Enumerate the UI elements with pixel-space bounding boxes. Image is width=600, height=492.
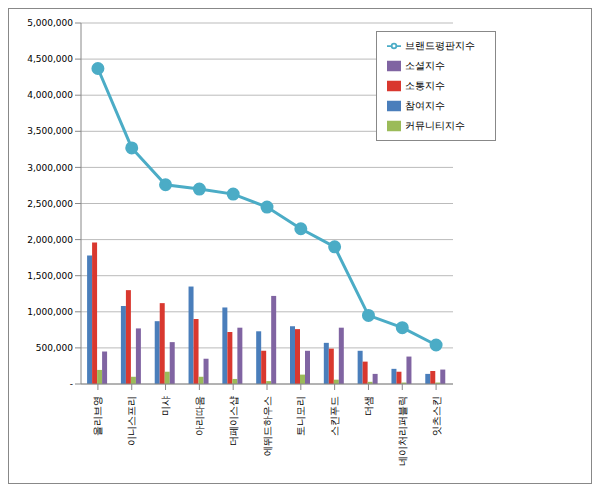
svg-text:토니모리: 토니모리 [295, 396, 306, 436]
svg-text:더샘: 더샘 [363, 396, 374, 416]
svg-text:미샤: 미샤 [160, 396, 171, 416]
html-text:소통지수: 소통지수 [405, 80, 445, 91]
svg-text:3,000,000: 3,000,000 [27, 163, 73, 173]
svg-text:3,500,000: 3,500,000 [27, 126, 73, 136]
svg-text:-: - [70, 379, 73, 389]
svg-text:2,500,000: 2,500,000 [27, 199, 73, 209]
svg-text:잇츠스킨: 잇츠스킨 [431, 396, 442, 436]
svg-text:네이처리퍼블릭: 네이처리퍼블릭 [397, 396, 408, 466]
svg-text:2,000,000: 2,000,000 [27, 235, 73, 245]
html-text:소셜지수: 소셜지수 [405, 60, 445, 71]
svg-text:500,000: 500,000 [36, 343, 73, 353]
svg-text:1,000,000: 1,000,000 [27, 307, 73, 317]
html-text:브랜드평판지수: 브랜드평판지수 [405, 40, 475, 51]
svg-text:스킨푸드: 스킨푸드 [329, 396, 340, 436]
svg-text:더페이스샵: 더페이스샵 [228, 396, 239, 446]
svg-text:1,500,000: 1,500,000 [27, 271, 73, 281]
svg-text:에뛰드하우스: 에뛰드하우스 [262, 396, 273, 456]
svg-text:4,500,000: 4,500,000 [27, 54, 73, 64]
html-text:참여지수: 참여지수 [405, 100, 445, 111]
svg-text:이니스프리: 이니스프리 [126, 396, 137, 446]
svg-text:아리따움: 아리따움 [194, 396, 205, 436]
svg-text:4,000,000: 4,000,000 [27, 90, 73, 100]
svg-text:5,000,000: 5,000,000 [27, 18, 73, 28]
svg-text:올리브영: 올리브영 [92, 396, 103, 436]
html-text:커뮤니티지수: 커뮤니티지수 [405, 120, 465, 131]
